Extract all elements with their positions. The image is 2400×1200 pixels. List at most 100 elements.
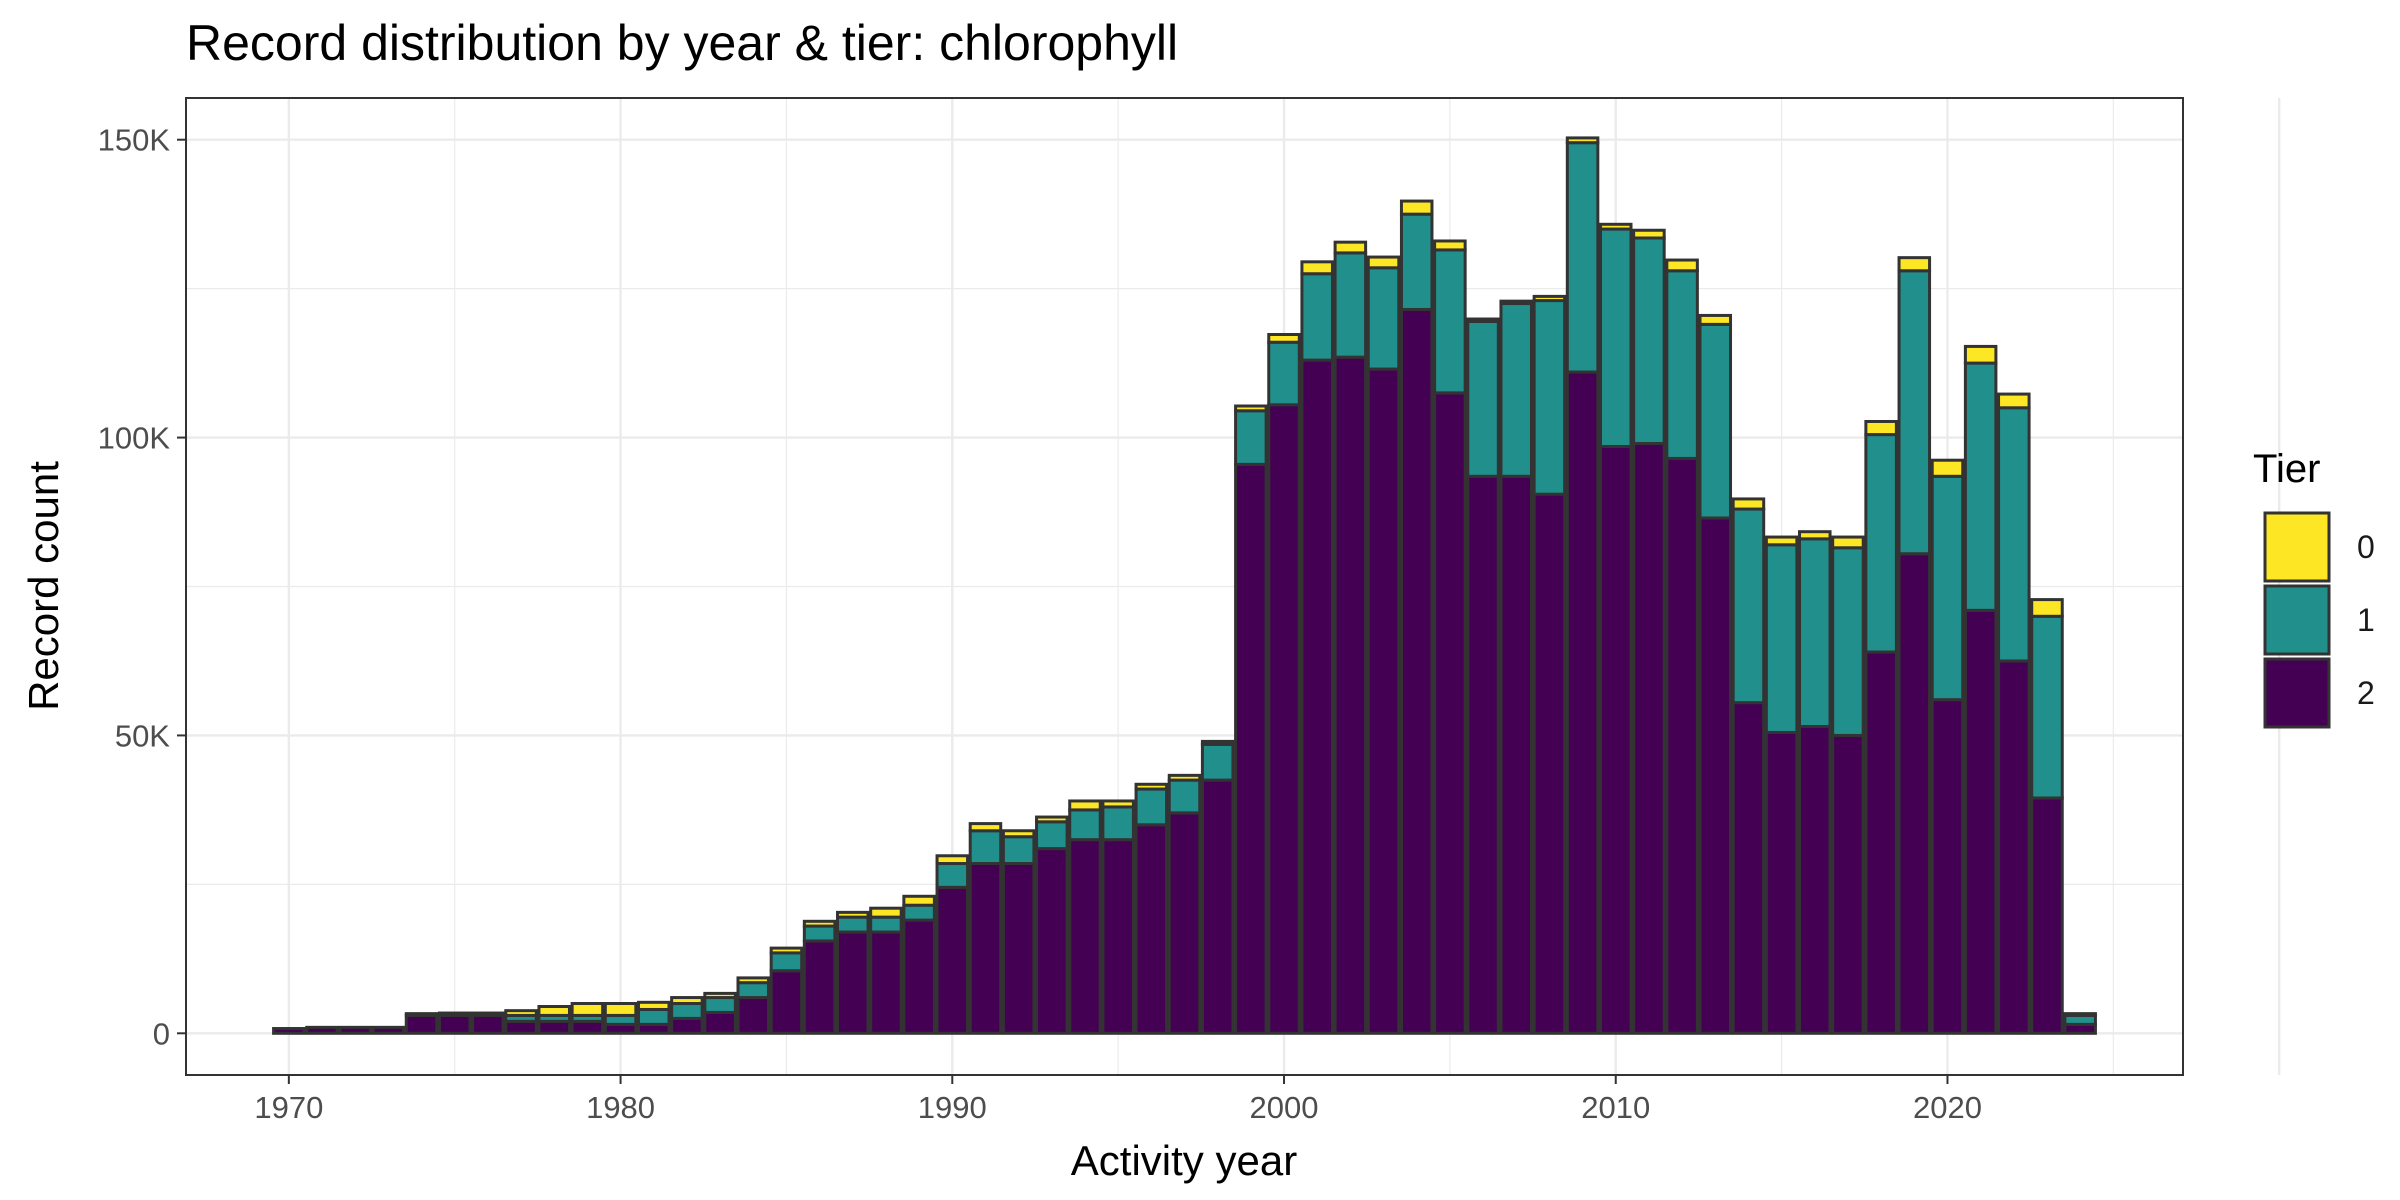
x-tick-label: 2000 (1250, 1090, 1319, 1125)
x-tick-label: 1990 (918, 1090, 987, 1125)
bar-2009-tier-2 (1565, 370, 1600, 1035)
bar-2011-tier-0 (1632, 228, 1666, 240)
bars (272, 136, 2097, 1035)
bar-2004-tier-1 (1399, 212, 1434, 311)
legend-label-1: 1 (2357, 602, 2375, 638)
x-tick-label: 2020 (1913, 1090, 1982, 1125)
bar-1994-tier-1 (1068, 808, 1102, 842)
bar-2001-tier-2 (1300, 358, 1334, 1035)
bar-2003-tier-0 (1366, 255, 1401, 270)
bar-1999-tier-1 (1234, 409, 1268, 466)
bar-2002-tier-0 (1333, 240, 1368, 255)
bar-1976-tier-2 (471, 1013, 505, 1035)
y-tick-label: 0 (153, 1016, 170, 1051)
chart-title: Record distribution by year & tier: chlo… (186, 15, 1178, 71)
bar-1988-tier-1 (869, 915, 903, 934)
plot-panel (185, 97, 2281, 1076)
bar-1986-tier-1 (802, 924, 837, 943)
bar-1997-tier-0 (1167, 773, 1202, 782)
bar-2014-tier-0 (1731, 497, 1766, 511)
bar-1986-tier-0 (802, 919, 837, 928)
bar-1981-tier-0 (636, 1000, 671, 1011)
bar-2007-tier-0 (1499, 299, 1533, 306)
legend-items: 0 1 2 (2263, 511, 2375, 729)
bar-2018-tier-2 (1864, 650, 1898, 1035)
bar-1990-tier-2 (935, 885, 970, 1035)
bar-1994-tier-2 (1068, 838, 1102, 1035)
bar-1977-tier-2 (504, 1019, 538, 1035)
bar-2019-tier-0 (1897, 256, 1932, 273)
bar-2002-tier-1 (1333, 251, 1368, 359)
bar-2016-tier-2 (1798, 724, 1832, 1035)
bar-2006-tier-2 (1466, 474, 1500, 1035)
bar-1979-tier-0 (570, 1002, 605, 1017)
bar-2005-tier-0 (1433, 239, 1467, 252)
bar-2022-tier-0 (1997, 392, 2031, 410)
bar-1989-tier-2 (902, 918, 936, 1035)
bar-2004-tier-2 (1399, 307, 1434, 1035)
bar-1976-tier-1 (471, 1011, 505, 1017)
bar-2007-tier-2 (1499, 474, 1533, 1035)
bar-1994-tier-0 (1068, 799, 1102, 812)
bar-1975-tier-2 (437, 1013, 472, 1035)
bar-1981-tier-1 (636, 1007, 671, 1026)
x-tick-label: 1970 (254, 1090, 323, 1125)
bar-1997-tier-2 (1167, 811, 1202, 1035)
bar-2021-tier-2 (1963, 608, 1998, 1035)
bar-2000-tier-0 (1267, 333, 1301, 344)
bar-1989-tier-1 (902, 903, 936, 922)
bar-2014-tier-1 (1731, 507, 1766, 705)
bar-1989-tier-0 (902, 894, 936, 907)
bar-2016-tier-1 (1798, 537, 1832, 728)
legend-title: Tier (2253, 447, 2320, 491)
bar-2006-tier-1 (1466, 319, 1500, 478)
bar-2012-tier-1 (1665, 269, 1699, 460)
bar-1980-tier-0 (603, 1002, 638, 1017)
bar-2010-tier-1 (1598, 227, 1633, 449)
bar-2018-tier-0 (1864, 419, 1898, 437)
bar-2015-tier-1 (1764, 543, 1799, 734)
bar-1990-tier-0 (935, 854, 970, 866)
legend: Tier 0 1 2 (2253, 447, 2375, 729)
bar-1982-tier-1 (670, 1002, 704, 1020)
legend-label-2: 2 (2357, 675, 2375, 711)
bar-2023-tier-0 (2030, 598, 2064, 618)
bar-1998-tier-2 (1200, 778, 1235, 1035)
bar-1992-tier-1 (1001, 835, 1036, 866)
plot-border (185, 97, 2184, 1076)
legend-key-0 (2263, 511, 2331, 583)
bar-1985-tier-1 (769, 951, 804, 973)
bar-1991-tier-1 (968, 829, 1003, 866)
bar-1990-tier-1 (935, 862, 970, 889)
x-axis: 1970 1980 1990 2000 2010 2020 (254, 1075, 1982, 1125)
bar-1997-tier-1 (1167, 778, 1202, 815)
bar-2013-tier-2 (1698, 516, 1733, 1035)
bar-2003-tier-2 (1366, 367, 1401, 1035)
bar-1982-tier-2 (670, 1016, 704, 1035)
legend-key-1 (2263, 584, 2331, 656)
bar-1987-tier-2 (836, 930, 870, 1035)
bar-1974-tier-1 (404, 1012, 439, 1017)
bar-1992-tier-2 (1001, 862, 1036, 1035)
bar-2008-tier-2 (1532, 492, 1567, 1035)
y-tick-label: 150K (98, 123, 171, 158)
y-tick-label: 100K (98, 421, 171, 456)
bar-2023-tier-2 (2030, 796, 2064, 1035)
bar-1978-tier-0 (537, 1004, 571, 1017)
bar-2019-tier-1 (1897, 269, 1932, 556)
bar-1971-tier-2 (305, 1025, 339, 1035)
bar-1983-tier-2 (703, 1010, 737, 1035)
bar-2005-tier-1 (1433, 248, 1467, 395)
bar-2021-tier-0 (1963, 344, 1998, 365)
bar-1993-tier-0 (1035, 815, 1069, 824)
bar-2022-tier-2 (1997, 659, 2031, 1035)
bar-2010-tier-0 (1598, 222, 1633, 231)
bar-2011-tier-2 (1632, 442, 1666, 1035)
bar-2019-tier-2 (1897, 552, 1932, 1035)
bar-1982-tier-0 (670, 996, 704, 1006)
bar-1998-tier-1 (1200, 742, 1235, 782)
bar-2010-tier-2 (1598, 445, 1633, 1035)
x-tick-label: 2010 (1581, 1090, 1650, 1125)
bar-1977-tier-0 (504, 1009, 538, 1017)
